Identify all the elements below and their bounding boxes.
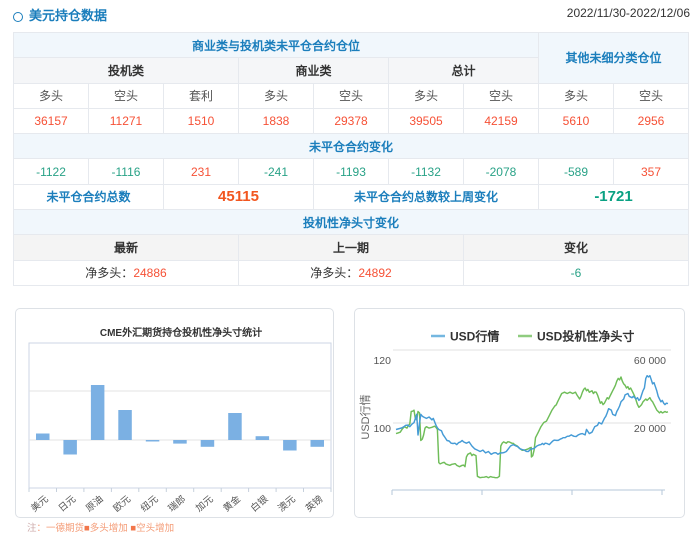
svg-text:瑞郎: 瑞郎 (166, 493, 188, 514)
svg-text:20 000: 20 000 (634, 423, 666, 435)
svg-text:USD投机性净头寸: USD投机性净头寸 (537, 329, 634, 344)
svg-text:CME外汇期货持仓投机性净头寸统计: CME外汇期货持仓投机性净头寸统计 (100, 326, 262, 339)
svg-text:澳元: 澳元 (276, 493, 299, 515)
svg-text:日元: 日元 (57, 493, 79, 514)
svg-text:白银: 白银 (248, 493, 271, 515)
svg-text:欧元: 欧元 (111, 493, 134, 515)
svg-text:英镑: 英镑 (303, 493, 325, 514)
svg-text:黄金: 黄金 (221, 493, 244, 515)
svg-text:原油: 原油 (83, 493, 105, 514)
svg-text:USD行情: USD行情 (359, 394, 372, 439)
svg-text:USD行情: USD行情 (450, 329, 499, 344)
svg-text:60 000: 60 000 (634, 355, 666, 367)
svg-text:加元: 加元 (194, 493, 216, 514)
svg-text:纽元: 纽元 (138, 493, 161, 515)
svg-text:100: 100 (373, 423, 391, 435)
svg-text:美元: 美元 (28, 493, 51, 515)
svg-text:120: 120 (373, 355, 391, 367)
